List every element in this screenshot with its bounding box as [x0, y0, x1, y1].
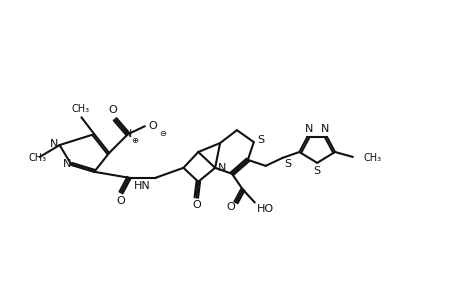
Text: O: O	[226, 202, 235, 212]
Text: O: O	[108, 105, 117, 116]
Text: N: N	[63, 159, 72, 169]
Text: N: N	[218, 163, 226, 173]
Text: N: N	[304, 124, 313, 134]
Text: HO: HO	[256, 204, 273, 214]
Text: S: S	[257, 135, 264, 145]
Text: S: S	[283, 159, 291, 169]
Text: ⊖: ⊖	[159, 129, 166, 138]
Text: N: N	[123, 129, 132, 139]
Text: O: O	[117, 196, 125, 206]
Text: N: N	[320, 124, 329, 134]
Text: CH₃: CH₃	[363, 153, 381, 163]
Text: N: N	[50, 139, 58, 149]
Text: ⊕: ⊕	[131, 136, 138, 145]
Text: O: O	[191, 200, 200, 211]
Text: S: S	[313, 166, 320, 176]
Text: O: O	[148, 121, 157, 131]
Text: CH₃: CH₃	[71, 104, 89, 114]
Text: CH₃: CH₃	[28, 153, 47, 163]
Text: HN: HN	[133, 181, 150, 191]
